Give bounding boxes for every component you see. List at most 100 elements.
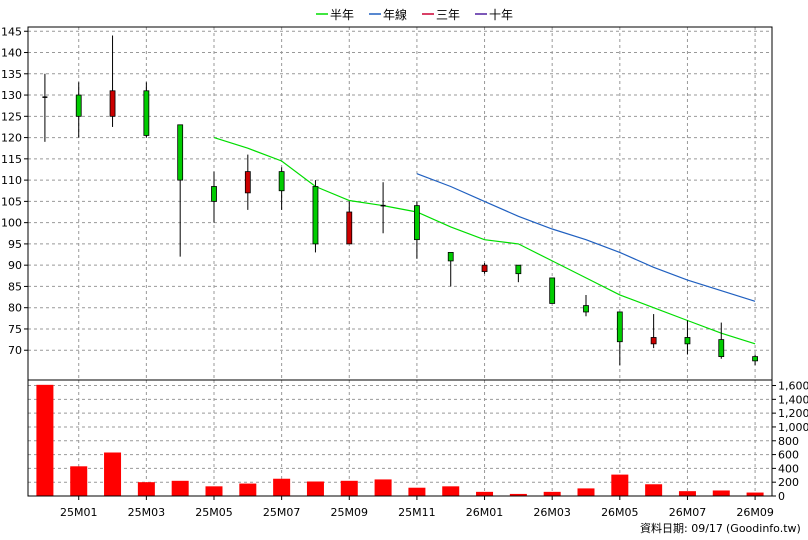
volume-bar [442, 486, 460, 496]
volume-bar [104, 452, 122, 496]
x-tick-label: 26M05 [601, 506, 639, 519]
volume-bar [476, 491, 494, 496]
volume-bar [36, 384, 54, 496]
candle-body [616, 311, 623, 343]
volume-bar [70, 466, 88, 496]
volume-bar [746, 492, 764, 496]
legend-label-2: 三年 [436, 8, 460, 22]
volume-tick-label: 600 [778, 449, 799, 462]
x-tick-label: 25M01 [60, 506, 98, 519]
x-tick-label: 25M11 [398, 506, 436, 519]
candle-body [718, 339, 725, 358]
price-tick-label: 100 [1, 217, 22, 230]
volume-tick-label: 800 [778, 435, 799, 448]
candle [380, 182, 386, 234]
price-tick-label: 95 [8, 238, 22, 251]
candle [414, 201, 420, 259]
x-tick-label: 26M09 [736, 506, 774, 519]
x-tick-label: 26M03 [533, 506, 571, 519]
volume-bar [712, 490, 730, 496]
volume-bar [171, 480, 189, 496]
volume-bar [374, 479, 392, 496]
volume-bar [645, 484, 663, 496]
volume-tick-label: 1,600 [778, 380, 808, 393]
price-tick-label: 140 [1, 47, 22, 60]
candle-body [752, 356, 758, 362]
candle [244, 154, 251, 210]
price-tick-label: 145 [1, 25, 22, 38]
volume-bar [543, 491, 561, 496]
legend: 半年 年線 三年 十年 [316, 7, 513, 22]
price-tick-label: 70 [8, 344, 22, 357]
volume-bar [509, 493, 527, 496]
candle [549, 277, 556, 304]
candle [583, 294, 589, 317]
volume-bar [306, 481, 324, 496]
candle-body [211, 186, 217, 202]
price-tick-label: 105 [1, 195, 22, 208]
price-tick-label: 110 [1, 174, 22, 187]
volume-frame [27, 379, 773, 497]
footer-date: 資料日期: 09/17 [640, 521, 723, 535]
candle-body [75, 94, 82, 117]
x-axis: 25M01 25M03 25M05 25M07 25M09 25M11 26M01 26M03… [60, 496, 774, 519]
candle-body [346, 211, 353, 245]
x-tick-label: 25M07 [263, 506, 301, 519]
volume-bar [340, 480, 358, 496]
candle-body [244, 171, 251, 194]
x-tick-label: 25M05 [195, 506, 233, 519]
volume-frame-border [27, 379, 773, 497]
price-tick-label: 115 [1, 153, 22, 166]
candle-body [549, 277, 556, 304]
candle-body [515, 264, 522, 275]
volume-bar [678, 491, 696, 496]
volume-bar [408, 487, 426, 496]
candle-body [684, 337, 691, 345]
candle [177, 124, 184, 257]
price-tick-label: 120 [1, 132, 22, 145]
volume-tick-label: 1,400 [778, 393, 808, 406]
candle-body [278, 171, 285, 192]
volume-bar [239, 483, 257, 496]
price-tick-label: 80 [8, 302, 22, 315]
price-tick-label: 75 [8, 323, 22, 336]
candle [650, 314, 657, 349]
candle [481, 263, 488, 274]
volume-bar [205, 486, 223, 496]
price-tick-label: 90 [8, 259, 22, 272]
volume-tick-label: 1,000 [778, 421, 808, 434]
legend-label-1: 年線 [383, 7, 407, 22]
candle [75, 82, 82, 138]
price-tick-label: 85 [8, 280, 22, 293]
legend-label-3: 十年 [489, 8, 513, 22]
price-tick-label: 135 [1, 68, 22, 81]
candle [616, 311, 623, 366]
candle-body [650, 337, 657, 345]
footer-credit: (Goodinfo.tw) [726, 522, 801, 535]
candle-body [177, 124, 184, 181]
candle [447, 252, 454, 287]
volume-bar [273, 478, 291, 496]
candle [278, 167, 285, 210]
x-tick-label: 25M03 [128, 506, 166, 519]
ma-line-1 [416, 173, 756, 302]
candle-body [143, 90, 150, 136]
candle-body [414, 205, 420, 241]
volume-bar [577, 488, 595, 496]
candle-body [312, 186, 319, 245]
candle [515, 264, 522, 283]
candle-body [583, 305, 589, 313]
volume-tick-label: 1,200 [778, 407, 808, 420]
x-tick-label: 26M07 [669, 506, 707, 519]
volume-tick-label: 0 [778, 490, 785, 503]
candle [143, 82, 150, 138]
candle [312, 180, 319, 253]
ma-line-0 [213, 137, 756, 345]
candle [346, 201, 353, 245]
volume-bar [611, 474, 629, 496]
candle [718, 322, 725, 359]
price-tick-label: 125 [1, 110, 22, 123]
candle [42, 73, 48, 142]
candle [752, 354, 758, 366]
